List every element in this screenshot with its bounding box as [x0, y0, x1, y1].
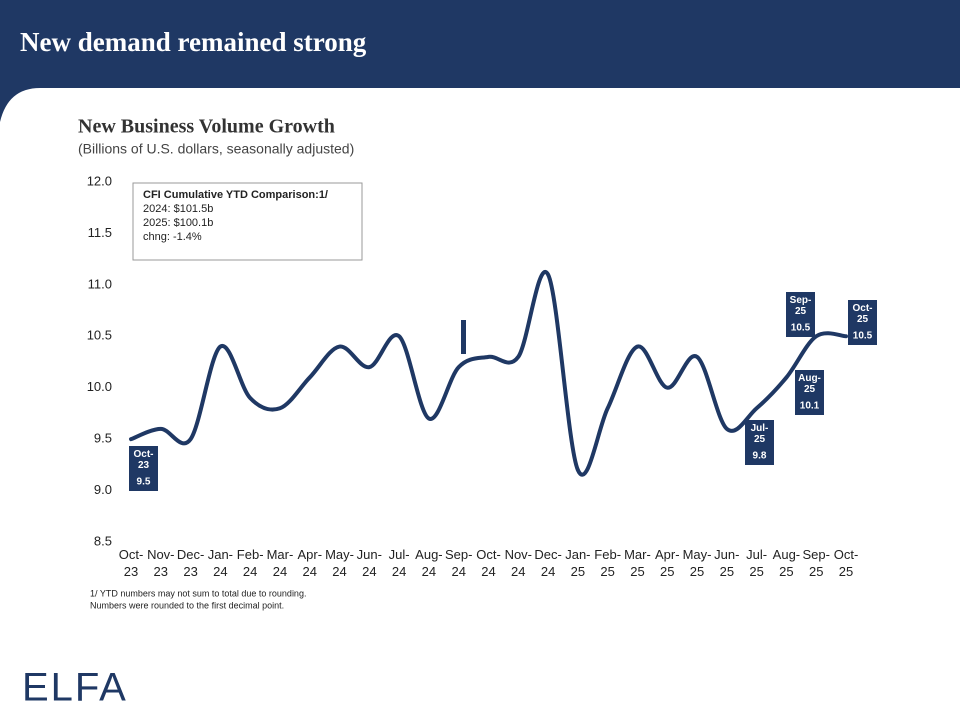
annotation-text: chng: -1.4% — [143, 231, 202, 243]
y-tick-label: 11.5 — [88, 225, 112, 240]
x-tick-label: Dec-24 — [534, 547, 561, 579]
callout-category: Oct-23 — [134, 449, 154, 471]
x-tick-label: Oct-24 — [476, 547, 501, 579]
x-tick-label: Feb-24 — [237, 547, 264, 579]
y-tick-label: 12.0 — [87, 173, 112, 188]
annotation-box — [132, 182, 363, 261]
header-band — [0, 0, 960, 122]
callout-box — [129, 446, 158, 491]
x-tick-label: Apr-25 — [655, 547, 680, 579]
footnote: 1/ YTD numbers may not sum to total due … — [90, 588, 306, 598]
chart-title: New Business Volume Growth — [78, 116, 335, 138]
x-tick-label: Sep-25 — [802, 547, 829, 579]
x-tick-label: Aug-24 — [415, 547, 442, 579]
x-tick-label: Feb-25 — [594, 547, 621, 579]
callout-category: Sep-25 — [790, 295, 812, 317]
annotation-text: CFI Cumulative YTD Comparison:1/ — [143, 189, 328, 201]
y-tick-label: 9.0 — [94, 482, 112, 497]
x-tick-label: May-24 — [325, 547, 354, 579]
annotation-text: 2025: $100.1b — [143, 217, 213, 229]
x-tick-label: Mar-25 — [624, 547, 651, 579]
data-line — [129, 269, 848, 477]
logo: ELFA — [22, 666, 128, 710]
x-tick-label: Jan-25 — [565, 547, 590, 579]
x-tick-label: Dec-23 — [177, 547, 204, 579]
callout-value: 9.8 — [753, 451, 767, 462]
annotation-text: 2024: $101.5b — [143, 203, 213, 215]
x-tick-label: Oct-23 — [119, 547, 144, 579]
chart-subtitle: (Billions of U.S. dollars, seasonally ad… — [78, 141, 354, 157]
x-tick-label: Nov-24 — [505, 547, 532, 579]
callout-box — [745, 420, 774, 465]
callout-value: 10.1 — [800, 401, 820, 412]
y-tick-label: 10.5 — [87, 328, 112, 343]
x-tick-label: Nov-23 — [147, 547, 174, 579]
marker — [461, 320, 466, 354]
x-tick-label: Aug-25 — [773, 547, 800, 579]
callout-category: Aug-25 — [798, 373, 821, 395]
callout-box — [795, 370, 824, 415]
x-tick-label: Jun-24 — [357, 547, 382, 579]
callout-category: Oct-25 — [853, 303, 873, 325]
x-tick-label: Oct-25 — [834, 547, 859, 579]
y-tick-label: 8.5 — [94, 533, 112, 548]
callout-value: 10.5 — [791, 323, 811, 334]
x-tick-label: Jul-25 — [746, 547, 767, 579]
x-tick-label: Sep-24 — [445, 547, 472, 579]
callout-value: 10.5 — [853, 331, 873, 342]
x-tick-label: Jul-24 — [389, 547, 410, 579]
x-tick-label: May-25 — [683, 547, 712, 579]
y-tick-label: 9.5 — [94, 431, 112, 446]
callout-box — [786, 292, 815, 337]
callout-box — [848, 300, 877, 345]
page-title: New demand remained strong — [20, 27, 367, 57]
callout-value: 9.5 — [137, 477, 151, 488]
y-tick-label: 11.0 — [88, 276, 112, 291]
y-tick-label: 10.0 — [87, 379, 112, 394]
x-tick-label: Mar-24 — [267, 547, 294, 579]
x-tick-label: Jan-24 — [208, 547, 233, 579]
x-tick-label: Apr-24 — [297, 547, 322, 579]
x-tick-label: Jun-25 — [714, 547, 739, 579]
callout-category: Jul-25 — [751, 423, 769, 445]
footnote: Numbers were rounded to the first decima… — [90, 600, 284, 610]
